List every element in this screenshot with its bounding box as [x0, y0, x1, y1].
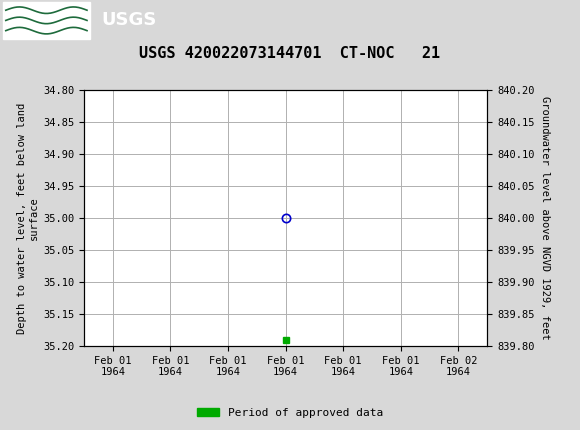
Text: USGS 420022073144701  CT-NOC   21: USGS 420022073144701 CT-NOC 21	[139, 46, 441, 61]
Text: USGS: USGS	[102, 12, 157, 29]
Legend: Period of approved data: Period of approved data	[193, 403, 387, 422]
Y-axis label: Depth to water level, feet below land
surface: Depth to water level, feet below land su…	[17, 103, 39, 334]
Bar	[3, 2, 90, 39]
Y-axis label: Groundwater level above NGVD 1929, feet: Groundwater level above NGVD 1929, feet	[540, 96, 550, 340]
